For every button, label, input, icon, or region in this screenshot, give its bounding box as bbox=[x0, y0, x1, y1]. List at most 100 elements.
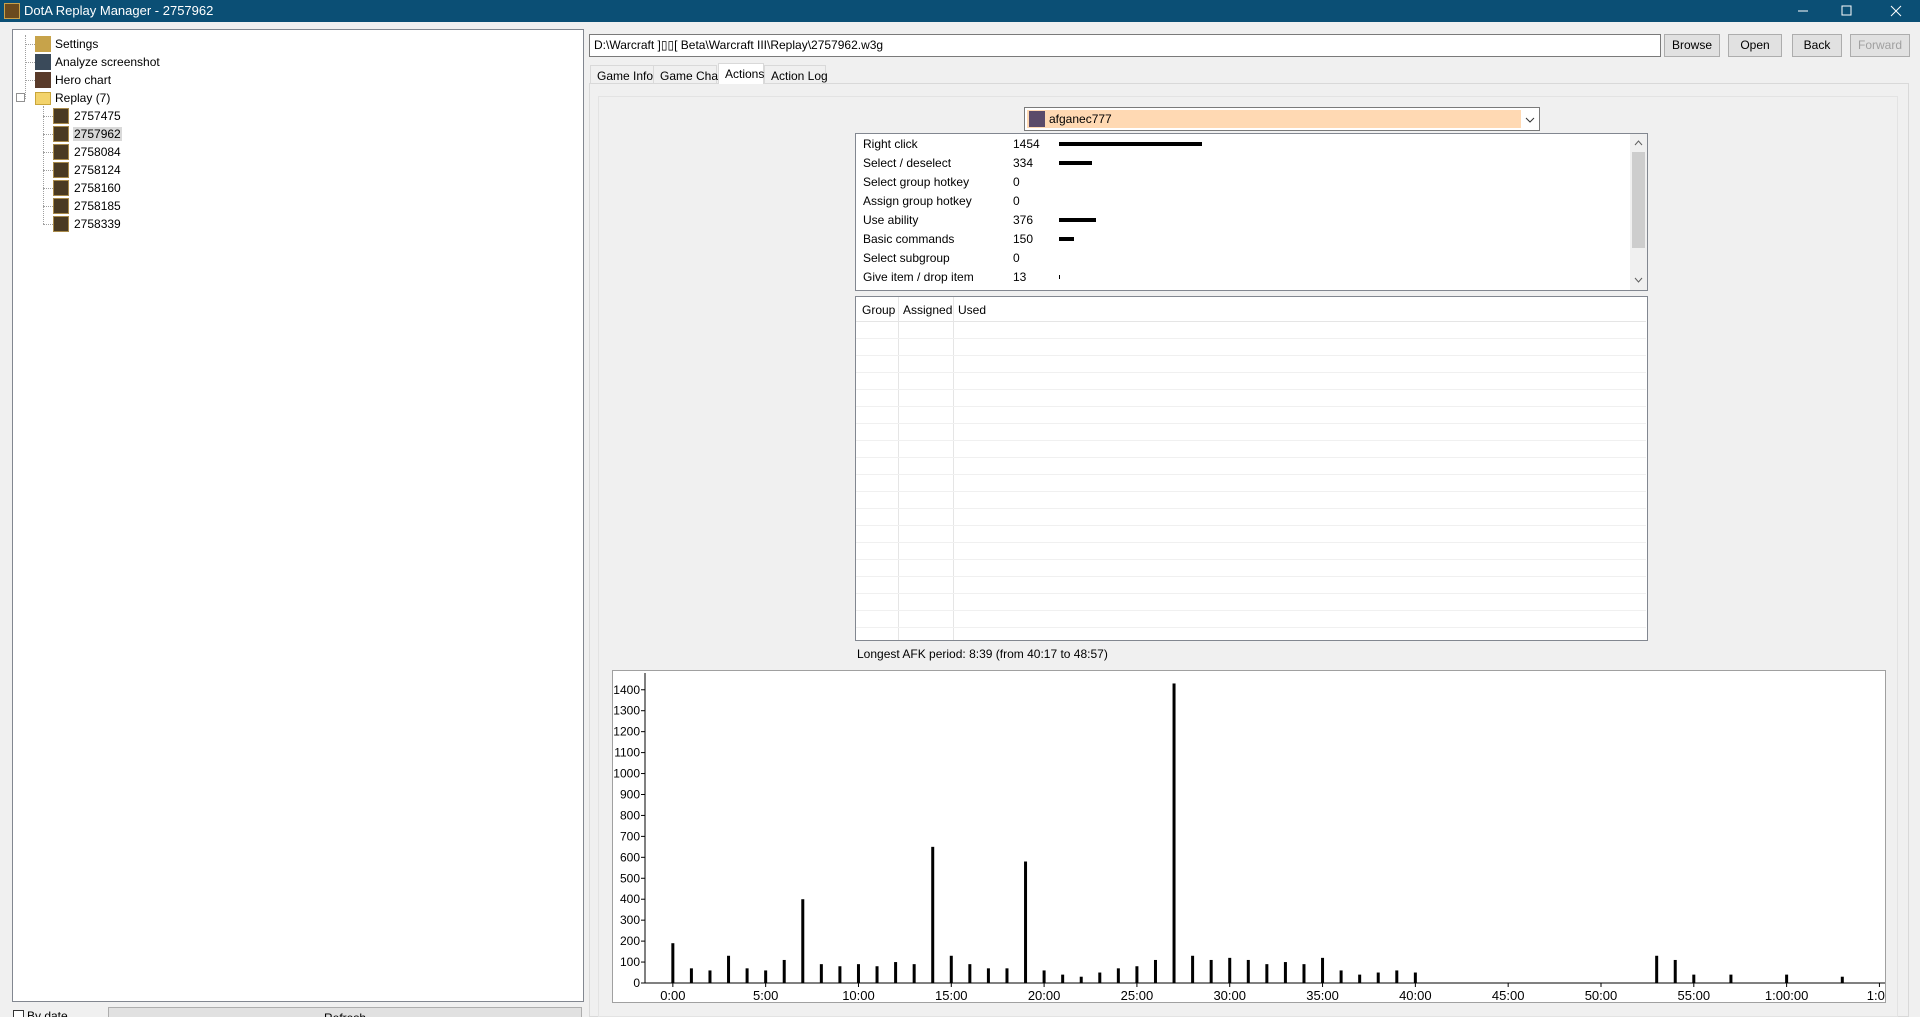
replay-icon bbox=[53, 108, 69, 124]
window-title: DotA Replay Manager - 2757962 bbox=[24, 3, 214, 18]
replay-item[interactable]: 2757475 bbox=[74, 109, 121, 123]
bar bbox=[1172, 683, 1176, 983]
bar bbox=[1358, 974, 1362, 983]
afk-label: Longest AFK period: 8:39 (from 40:17 to … bbox=[857, 647, 1108, 661]
replay-item[interactable]: 2757962 bbox=[73, 127, 122, 141]
bar bbox=[1265, 964, 1269, 983]
tree-line bbox=[43, 134, 53, 135]
bar bbox=[819, 964, 823, 983]
tree-line bbox=[43, 206, 53, 207]
bar bbox=[912, 964, 916, 983]
bar bbox=[1228, 957, 1232, 983]
x-tick-label: 0:00 bbox=[660, 988, 685, 1003]
replay-item[interactable]: 2758124 bbox=[74, 163, 121, 177]
header-divider bbox=[856, 321, 1646, 322]
row-line bbox=[856, 610, 1646, 611]
tree-item[interactable]: Hero chart bbox=[55, 73, 112, 87]
button[interactable]: Open bbox=[1728, 34, 1782, 57]
row-line bbox=[856, 508, 1646, 509]
bar bbox=[708, 970, 712, 983]
scroll-arrows bbox=[1634, 140, 1643, 283]
button[interactable]: Forward bbox=[1850, 34, 1910, 57]
replay-item[interactable]: 2758339 bbox=[74, 217, 121, 231]
x-tick-label: 30:00 bbox=[1213, 988, 1246, 1003]
bar bbox=[856, 964, 860, 983]
tab[interactable]: Action Log bbox=[764, 65, 828, 83]
x-tick-label: 1:05 bbox=[1867, 988, 1886, 1003]
window-controls[interactable] bbox=[1780, 0, 1920, 22]
bar bbox=[1692, 974, 1696, 983]
y-tick-label: 400 bbox=[620, 892, 640, 906]
replay-item[interactable]: 2758185 bbox=[74, 199, 121, 213]
replay-icon bbox=[53, 126, 69, 142]
column-line bbox=[953, 297, 954, 640]
actions-list: Right click 1454 Select / deselect 334 Selec… bbox=[855, 133, 1648, 291]
bar bbox=[1116, 968, 1120, 983]
path-input[interactable]: D:\Warcraft ]▯▯[ Beta\Warcraft III\Repla… bbox=[589, 34, 1661, 57]
tree-expander bbox=[16, 93, 25, 102]
tree-line bbox=[43, 224, 53, 225]
row-line bbox=[856, 389, 1646, 390]
checkbox[interactable] bbox=[13, 1010, 24, 1017]
action-label: Select subgroup bbox=[863, 251, 950, 265]
tab[interactable]: Actions bbox=[718, 63, 764, 84]
bar bbox=[1413, 972, 1417, 983]
tree-folder[interactable]: Replay (7) bbox=[55, 91, 111, 105]
replay-item[interactable]: 2758160 bbox=[74, 181, 121, 195]
action-count: 0 bbox=[1013, 251, 1020, 265]
action-bar bbox=[1059, 142, 1202, 146]
button[interactable]: Browse bbox=[1664, 34, 1720, 57]
bar bbox=[1005, 968, 1009, 983]
bar bbox=[689, 968, 693, 983]
bar bbox=[1135, 966, 1139, 983]
player-name: afganec777 bbox=[1049, 112, 1112, 126]
scrollbar[interactable] bbox=[1630, 134, 1647, 290]
replay-item[interactable]: 2758084 bbox=[74, 145, 121, 159]
row-line bbox=[856, 491, 1646, 492]
action-count: 0 bbox=[1013, 194, 1020, 208]
bar bbox=[671, 943, 675, 983]
bar bbox=[1079, 976, 1083, 983]
column-header: Assigned bbox=[903, 303, 953, 317]
tree-line bbox=[25, 44, 35, 45]
y-tick-label: 800 bbox=[620, 808, 640, 822]
player-dropdown[interactable]: afganec777 bbox=[1024, 107, 1540, 131]
scroll-thumb bbox=[1632, 152, 1645, 248]
y-tick-label: 300 bbox=[620, 913, 640, 927]
action-label: Select group hotkey bbox=[863, 175, 970, 189]
player-selected: afganec777 bbox=[1027, 110, 1521, 128]
tab[interactable]: Game Chat bbox=[653, 65, 721, 83]
y-tick-label: 900 bbox=[620, 787, 640, 801]
y-tick-label: 1200 bbox=[613, 725, 640, 739]
replay-icon bbox=[53, 198, 69, 214]
bar bbox=[782, 959, 786, 983]
tab[interactable]: Game Info bbox=[590, 65, 654, 83]
row-line bbox=[856, 338, 1646, 339]
tree-item[interactable]: Analyze screenshot bbox=[55, 55, 160, 69]
tree-icon bbox=[35, 36, 51, 52]
y-tick-label: 600 bbox=[620, 850, 640, 864]
x-tick-label: 40:00 bbox=[1399, 988, 1432, 1003]
y-tick-label: 1100 bbox=[614, 746, 640, 760]
title-bar: DotA Replay Manager - 2757962 bbox=[0, 0, 1920, 22]
bar bbox=[875, 966, 879, 983]
tree-line bbox=[43, 106, 44, 224]
button[interactable]: Back bbox=[1792, 34, 1842, 57]
action-label: Select / deselect bbox=[863, 156, 952, 170]
row-line bbox=[856, 559, 1646, 560]
refresh-button[interactable]: Refresh bbox=[108, 1007, 582, 1017]
app-icon bbox=[4, 3, 20, 19]
bar bbox=[1395, 970, 1399, 983]
x-tick-label: 5:00 bbox=[753, 988, 778, 1003]
row-line bbox=[856, 576, 1646, 577]
tree-item[interactable]: Settings bbox=[55, 37, 99, 51]
action-bar bbox=[1059, 237, 1074, 241]
tree-icon bbox=[35, 54, 51, 70]
row-line bbox=[856, 440, 1646, 441]
apm-chart: 0 100 200 300 400 500 600 700 800 900 1000 1100 1200… bbox=[612, 670, 1886, 1003]
action-count: 376 bbox=[1013, 213, 1034, 227]
bar bbox=[1673, 959, 1677, 983]
column-header: Used bbox=[958, 303, 987, 317]
bar bbox=[1246, 959, 1250, 983]
